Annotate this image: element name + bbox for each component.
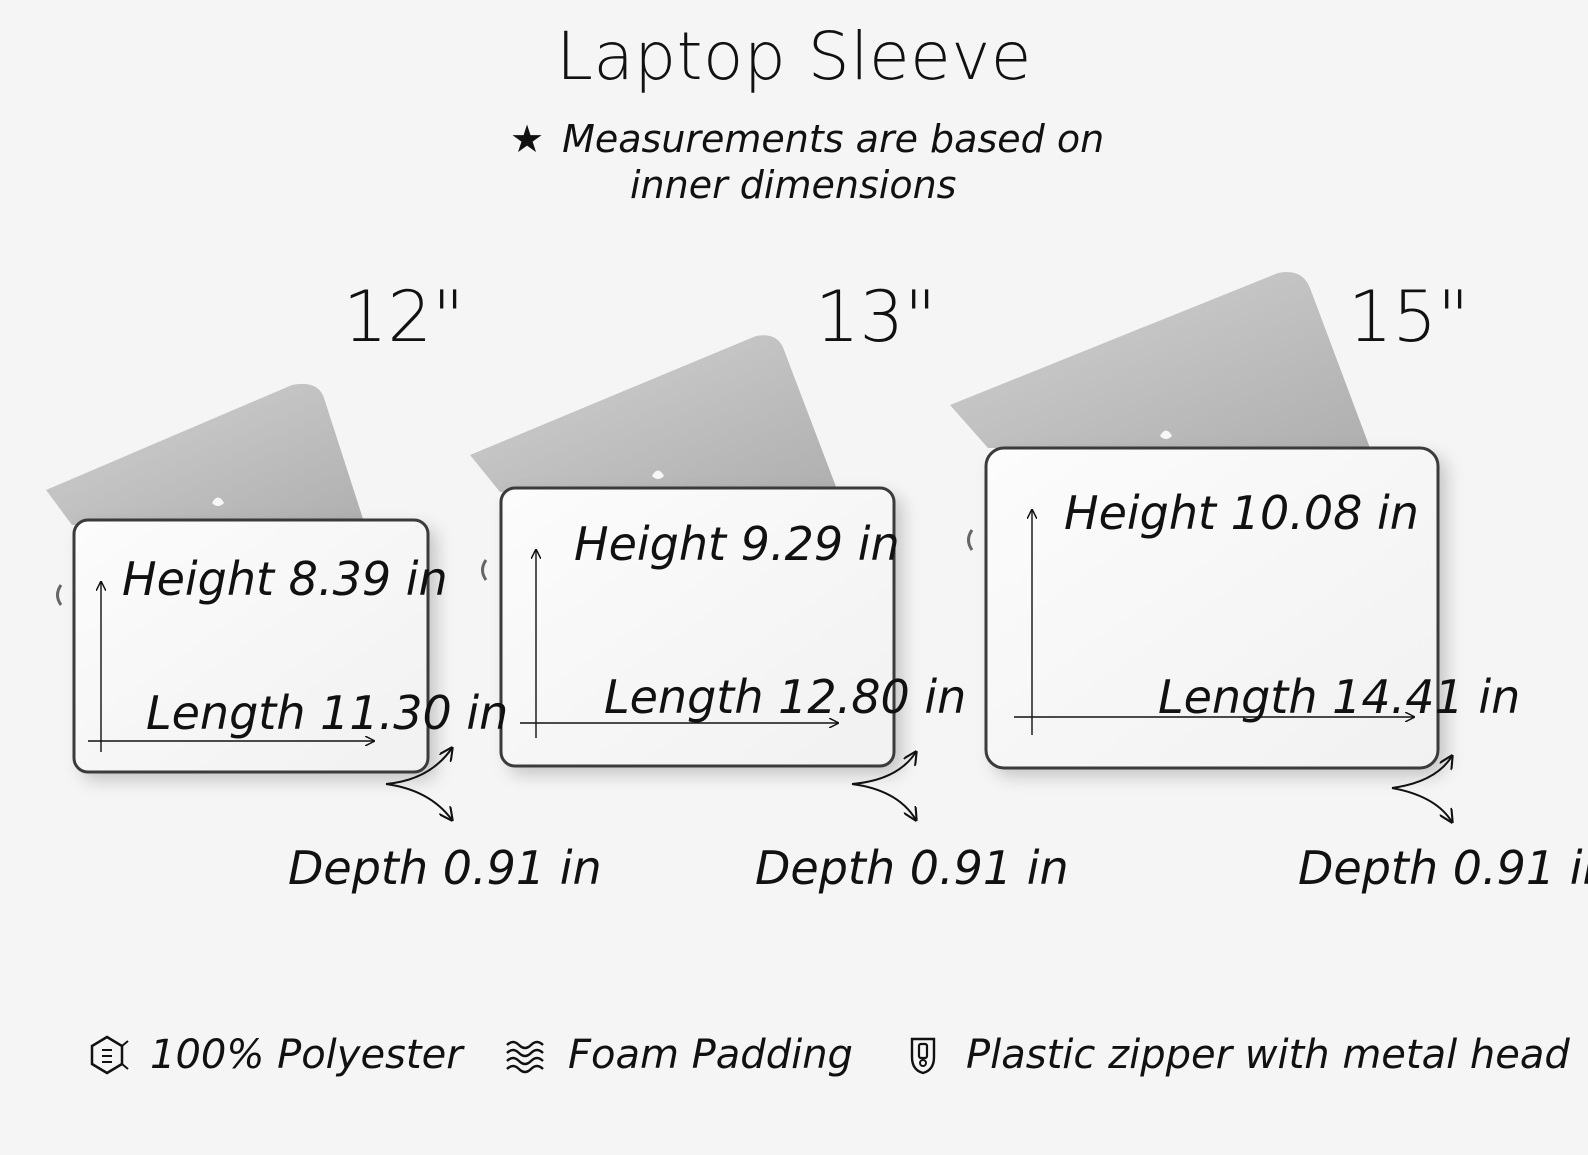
laptop-13-lid (470, 335, 838, 492)
feature-polyester: 100% Polyester (84, 1020, 463, 1090)
laptop-13-logo (652, 470, 664, 479)
feature-polyester-label: 100% Polyester (150, 1032, 463, 1078)
size-label-13: 13" (815, 276, 937, 358)
page-title: Laptop Sleeve (556, 18, 1032, 95)
feature-zipper: Plastic zipper with metal head (900, 1020, 1570, 1090)
sleeve-12-body (72, 518, 430, 774)
measurement-note-line-1: ★ Measurements are based on (510, 116, 1110, 162)
depth-13-arrow-down (851, 783, 916, 820)
feature-foam-padding: Foam Padding (502, 1020, 853, 1090)
feature-foam-padding-label: Foam Padding (568, 1032, 853, 1078)
depth-15-arrow-up (1391, 756, 1452, 789)
depth-13-arrow-up (851, 752, 916, 785)
height-label-13: Height 9.29 in (574, 517, 900, 571)
depth-label-12: Depth 0.91 in (288, 841, 602, 895)
laptop-12-group (46, 383, 452, 820)
laptop-13-group (470, 335, 916, 820)
star-icon: ★ (510, 117, 545, 161)
depth-12-arrow-up (385, 748, 452, 785)
zipper-icon (910, 1037, 936, 1075)
length-label-13: Length 12.80 in (604, 670, 967, 724)
measurement-note-line-2: inner dimensions (630, 163, 957, 207)
depth-label-13: Depth 0.91 in (755, 841, 1069, 895)
depth-12-arrow-down (385, 783, 452, 820)
length-label-12: Length 11.30 in (146, 686, 509, 740)
sleeve-15-body (984, 446, 1440, 770)
depth-15-arrow-down (1391, 787, 1452, 822)
laptop-12-lid (46, 383, 365, 525)
sleeve-15-zipper (967, 529, 974, 551)
feature-zipper-label: Plastic zipper with metal head (966, 1032, 1570, 1078)
measurement-note-text-1: Measurements are based on (562, 117, 1105, 161)
length-label-15: Length 14.41 in (1158, 670, 1521, 724)
size-label-15: 15" (1348, 276, 1470, 358)
height-label-15: Height 10.08 in (1064, 486, 1419, 540)
sleeve-13-zipper (481, 559, 488, 581)
depth-label-15: Depth 0.91 in (1298, 841, 1588, 895)
laptop-15-logo (1160, 430, 1172, 439)
measurement-note: ★ Measurements are based on inner dimensi… (510, 116, 1110, 208)
laptop-12-logo (212, 497, 224, 506)
sleeve-13-body (499, 486, 896, 768)
size-label-12: 12" (343, 276, 465, 358)
laptop-15-lid (950, 272, 1370, 448)
fabric-icon (90, 1035, 129, 1075)
laptop-15-group (950, 272, 1452, 822)
sleeve-12-zipper (56, 584, 63, 606)
foam-icon (506, 1040, 544, 1074)
height-label-12: Height 8.39 in (122, 552, 448, 606)
